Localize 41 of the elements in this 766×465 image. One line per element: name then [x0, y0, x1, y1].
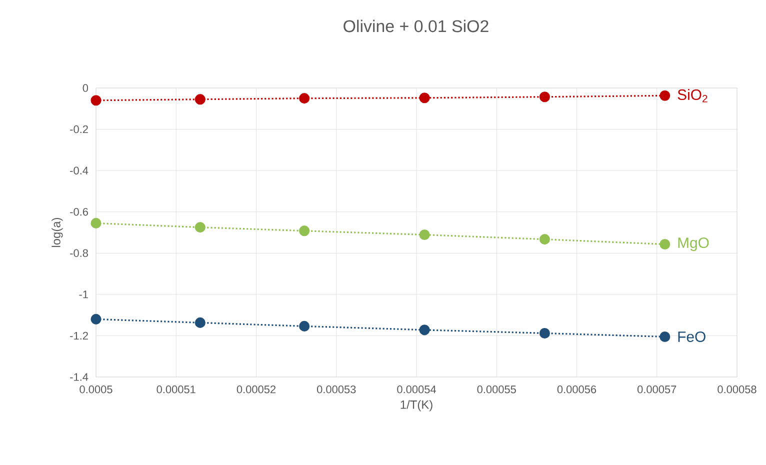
point — [660, 331, 670, 342]
x-tick-label: 0.00057 — [637, 386, 676, 394]
point — [660, 90, 670, 101]
x-tick-label: 0.00053 — [316, 386, 356, 394]
x-tick-label: 0.00058 — [718, 386, 756, 394]
x-tick-label: 0.00052 — [236, 386, 276, 394]
point — [660, 238, 670, 250]
point — [299, 93, 310, 104]
y-tick-label: -0.2 — [70, 125, 88, 134]
point — [90, 314, 102, 324]
y-tick-label: -1.4 — [70, 373, 88, 381]
point — [419, 92, 430, 104]
x-tick-label: 0.0005 — [80, 386, 112, 394]
point — [194, 222, 206, 233]
y-tick-label: -0.4 — [70, 166, 88, 174]
series-label: FeO — [678, 331, 706, 342]
point — [539, 234, 550, 245]
y-tick-label: 0 — [82, 84, 88, 92]
y-tick-label: -0.8 — [70, 249, 88, 258]
x-tick-label: 0.00056 — [557, 386, 596, 394]
point — [299, 320, 310, 332]
x-axis-title: 1/T(K) — [400, 400, 432, 412]
y-tick-label: -1 — [79, 290, 88, 298]
series-label: MgO — [678, 237, 709, 252]
point — [194, 94, 206, 105]
y-tick-label: -1.2 — [70, 332, 88, 340]
x-tick-label: 0.00054 — [397, 386, 436, 394]
point — [299, 226, 310, 236]
x-tick-label: 0.00051 — [156, 386, 196, 394]
y-axis-title: log(a) — [52, 218, 63, 247]
x-tick-label: 0.00055 — [477, 386, 516, 394]
chart-title: Olivine + 0.01 SiO2 — [344, 20, 488, 32]
point — [419, 324, 430, 336]
point — [539, 92, 550, 102]
y-tick-label: -0.6 — [70, 208, 88, 216]
point — [419, 229, 430, 240]
point — [539, 328, 550, 339]
point — [90, 95, 102, 106]
series-label: SiO$_{2}$ — [678, 89, 708, 102]
point — [194, 317, 206, 328]
point — [90, 218, 102, 228]
